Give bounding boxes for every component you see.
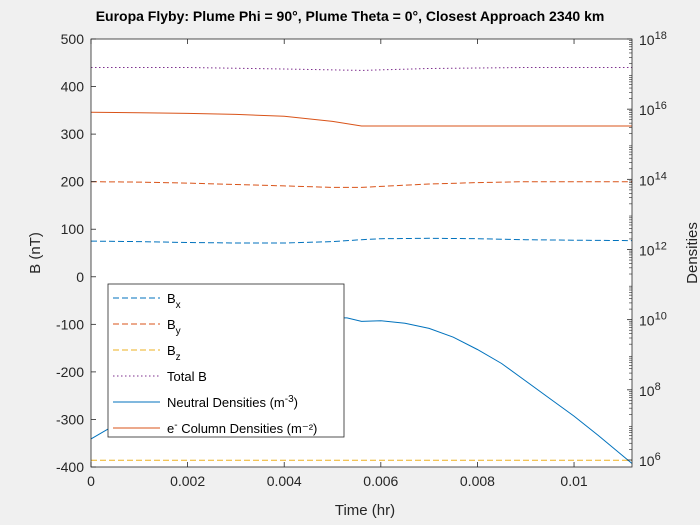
x-tick-label: 0 bbox=[87, 473, 95, 489]
series-line-3 bbox=[91, 67, 632, 71]
x-tick-label: 0.01 bbox=[560, 473, 587, 489]
y-tick-label-left: 500 bbox=[61, 31, 85, 47]
y-tick-label-left: 300 bbox=[61, 126, 85, 142]
y-tick-label-left: -400 bbox=[56, 459, 84, 475]
y-tick-label-right: 1012 bbox=[639, 240, 667, 258]
legend-label-e-column-densities: e- Column Densities (m⁻²) bbox=[167, 420, 317, 436]
x-tick-label: 0.006 bbox=[363, 473, 398, 489]
series-layer bbox=[90, 67, 633, 464]
x-tick-label: 0.008 bbox=[460, 473, 495, 489]
chart-title: Europa Flyby: Plume Phi = 90°, Plume The… bbox=[95, 8, 605, 24]
y-axis-label-left: B (nT) bbox=[27, 232, 44, 274]
legend: Bx By Bz Total B Neutral Densities (m-3) e- C… bbox=[107, 283, 345, 438]
legend-label-bx: Bx bbox=[167, 291, 181, 311]
y-tick-label-right: 106 bbox=[639, 451, 661, 469]
legend-box bbox=[107, 283, 345, 438]
legend-label-neutral-densities: Neutral Densities (m-3) bbox=[167, 394, 298, 410]
y-tick-label-right: 1014 bbox=[639, 170, 667, 188]
y-tick-label-left: -200 bbox=[56, 364, 84, 380]
x-axis-label: Time (hr) bbox=[335, 502, 395, 519]
y-tick-label-left: 400 bbox=[61, 79, 85, 95]
y-tick-label-right: 108 bbox=[639, 381, 661, 399]
legend-label-bz: Bz bbox=[167, 343, 181, 363]
y-tick-label-left: 100 bbox=[61, 221, 85, 237]
y-tick-label-left: -300 bbox=[56, 411, 84, 427]
y-tick-label-left: 0 bbox=[76, 269, 84, 285]
y-axis-label-right: Densities bbox=[684, 222, 700, 284]
legend-label-total-b: Total B bbox=[167, 369, 207, 384]
y-tick-label-right: 1018 bbox=[639, 30, 667, 48]
x-tick-label: 0.002 bbox=[170, 473, 205, 489]
legend-label-by: By bbox=[167, 317, 181, 337]
series-line-5 bbox=[90, 111, 632, 127]
y-tick-label-right: 1010 bbox=[639, 311, 667, 329]
y-tick-label-left: 200 bbox=[61, 174, 85, 190]
series-line-1 bbox=[90, 181, 632, 188]
axes-layer: 0 0.002 0.004 0.006 0.008 0.01 500 400 300 200 100… bbox=[56, 30, 667, 489]
x-tick-label: 0.004 bbox=[267, 473, 302, 489]
y-tick-label-right: 1016 bbox=[639, 100, 667, 118]
series-line-0 bbox=[90, 237, 633, 244]
y-tick-label-left: -100 bbox=[56, 316, 84, 332]
